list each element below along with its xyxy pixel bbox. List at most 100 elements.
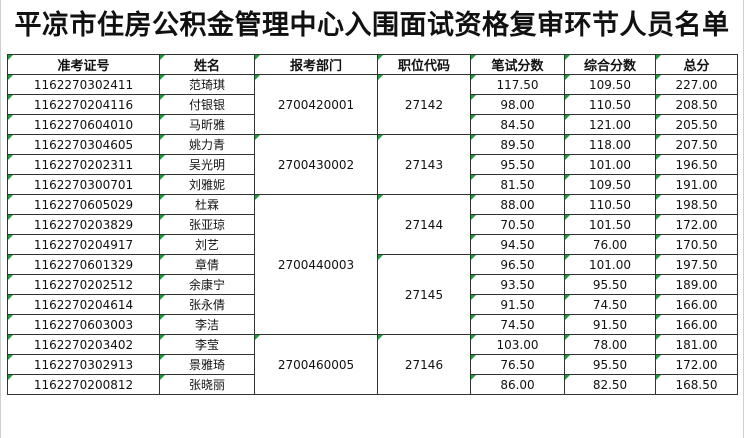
combined-score-cell: 74.50 bbox=[564, 294, 656, 315]
name-cell: 张永倩 bbox=[159, 294, 255, 315]
exam-id-cell: 1162270202311 bbox=[7, 154, 160, 175]
name-cell: 刘艺 bbox=[159, 234, 255, 255]
candidate-table: 准考证号 姓名 报考部门 职位代码 笔试分数 综合分数 总分 116227030… bbox=[7, 54, 738, 395]
written-score-cell: 94.50 bbox=[470, 234, 565, 255]
name-cell: 吴光明 bbox=[159, 154, 255, 175]
exam-id-cell: 1162270204614 bbox=[7, 294, 160, 315]
exam-id-cell: 1162270604010 bbox=[7, 114, 160, 135]
exam-id-cell: 1162270605029 bbox=[7, 194, 160, 215]
header-position-code: 职位代码 bbox=[377, 54, 471, 75]
table-row: 1162270202311 吴光明 95.50 101.00 196.50 bbox=[7, 154, 738, 175]
written-score-cell: 81.50 bbox=[470, 174, 565, 195]
exam-id-cell: 1162270204116 bbox=[7, 94, 160, 115]
exam-id-cell: 1162270203829 bbox=[7, 214, 160, 235]
written-score-cell: 89.50 bbox=[470, 134, 565, 155]
position-code-cell: 27143 bbox=[377, 134, 471, 195]
exam-id-cell: 1162270202512 bbox=[7, 274, 160, 295]
combined-score-cell: 109.50 bbox=[564, 74, 656, 95]
department-cell: 2700460005 bbox=[254, 334, 378, 395]
total-score-cell: 172.00 bbox=[655, 214, 738, 235]
exam-id-cell: 1162270302411 bbox=[7, 74, 160, 95]
position-code-cell: 27145 bbox=[377, 254, 471, 335]
table-row: 1162270204614 张永倩 91.50 74.50 166.00 bbox=[7, 294, 738, 315]
header-combined-score: 综合分数 bbox=[564, 54, 656, 75]
header-row: 准考证号 姓名 报考部门 职位代码 笔试分数 综合分数 总分 bbox=[7, 54, 738, 75]
total-score-cell: 172.00 bbox=[655, 354, 738, 375]
table-row: 1162270605029 杜霖 2700440003 27144 88.00 … bbox=[7, 194, 738, 335]
name-cell: 杜霖 bbox=[159, 194, 255, 215]
combined-score-cell: 101.00 bbox=[564, 254, 656, 275]
department-cell: 2700420001 bbox=[254, 74, 378, 135]
candidate-table-container: 准考证号 姓名 报考部门 职位代码 笔试分数 综合分数 总分 116227030… bbox=[7, 54, 738, 429]
name-cell: 李洁 bbox=[159, 314, 255, 335]
table-row: 1162270203829 张亚琼 70.50 101.50 172.00 bbox=[7, 214, 738, 235]
total-score-cell: 205.50 bbox=[655, 114, 738, 135]
written-score-cell: 88.00 bbox=[470, 194, 565, 215]
table-row: 1162270204116 付银银 98.00 110.50 208.50 bbox=[7, 94, 738, 115]
written-score-cell: 95.50 bbox=[470, 154, 565, 175]
combined-score-cell: 109.50 bbox=[564, 174, 656, 195]
table-row: 1162270601329 章倩 27145 96.50 101.00 197.… bbox=[7, 254, 738, 335]
name-cell: 刘雅妮 bbox=[159, 174, 255, 195]
exam-id-cell: 1162270603003 bbox=[7, 314, 160, 335]
name-cell: 张亚琼 bbox=[159, 214, 255, 235]
combined-score-cell: 118.00 bbox=[564, 134, 656, 155]
table-row: 1162270302913 景雅琦 76.50 95.50 172.00 bbox=[7, 354, 738, 375]
header-exam-id: 准考证号 bbox=[7, 54, 160, 75]
total-score-cell: 166.00 bbox=[655, 314, 738, 335]
name-cell: 景雅琦 bbox=[159, 354, 255, 375]
name-cell: 付银银 bbox=[159, 94, 255, 115]
department-cell: 2700430002 bbox=[254, 134, 378, 195]
written-score-cell: 86.00 bbox=[470, 374, 565, 395]
combined-score-cell: 110.50 bbox=[564, 94, 656, 115]
total-score-cell: 166.00 bbox=[655, 294, 738, 315]
written-score-cell: 84.50 bbox=[470, 114, 565, 135]
exam-id-cell: 1162270304605 bbox=[7, 134, 160, 155]
total-score-cell: 197.50 bbox=[655, 254, 738, 275]
total-score-cell: 208.50 bbox=[655, 94, 738, 115]
position-code-cell: 27142 bbox=[377, 74, 471, 135]
header-written-score: 笔试分数 bbox=[470, 54, 565, 75]
combined-score-cell: 110.50 bbox=[564, 194, 656, 215]
name-cell: 李莹 bbox=[159, 334, 255, 355]
combined-score-cell: 95.50 bbox=[564, 354, 656, 375]
written-score-cell: 98.00 bbox=[470, 94, 565, 115]
written-score-cell: 91.50 bbox=[470, 294, 565, 315]
written-score-cell: 70.50 bbox=[470, 214, 565, 235]
table-row: 1162270304605 姚力青 2700430002 27143 89.50… bbox=[7, 134, 738, 195]
name-cell: 章倩 bbox=[159, 254, 255, 275]
total-score-cell: 181.00 bbox=[655, 334, 738, 355]
position-code-cell: 27146 bbox=[377, 334, 471, 395]
header-total-score: 总分 bbox=[655, 54, 738, 75]
table-row: 1162270203402 李莹 2700460005 27146 103.00… bbox=[7, 334, 738, 395]
exam-id-cell: 1162270302913 bbox=[7, 354, 160, 375]
exam-id-cell: 1162270204917 bbox=[7, 234, 160, 255]
combined-score-cell: 121.00 bbox=[564, 114, 656, 135]
written-score-cell: 74.50 bbox=[470, 314, 565, 335]
total-score-cell: 191.00 bbox=[655, 174, 738, 195]
total-score-cell: 168.50 bbox=[655, 374, 738, 395]
total-score-cell: 189.00 bbox=[655, 274, 738, 295]
exam-id-cell: 1162270203402 bbox=[7, 334, 160, 355]
combined-score-cell: 91.50 bbox=[564, 314, 656, 335]
total-score-cell: 196.50 bbox=[655, 154, 738, 175]
combined-score-cell: 78.00 bbox=[564, 334, 656, 355]
page-title: 平凉市住房公积金管理中心入围面试资格复审环节人员名单 bbox=[14, 9, 730, 41]
header-name: 姓名 bbox=[159, 54, 255, 75]
written-score-cell: 96.50 bbox=[470, 254, 565, 275]
table-row: 1162270200812 张晓丽 86.00 82.50 168.50 bbox=[7, 374, 738, 395]
name-cell: 姚力青 bbox=[159, 134, 255, 155]
exam-id-cell: 1162270601329 bbox=[7, 254, 160, 275]
combined-score-cell: 76.00 bbox=[564, 234, 656, 255]
total-score-cell: 207.50 bbox=[655, 134, 738, 155]
exam-id-cell: 1162270200812 bbox=[7, 374, 160, 395]
name-cell: 张晓丽 bbox=[159, 374, 255, 395]
total-score-cell: 170.50 bbox=[655, 234, 738, 255]
table-row: 1162270302411 范琦琪 2700420001 27142 117.5… bbox=[7, 74, 738, 135]
position-code-cell: 27144 bbox=[377, 194, 471, 255]
total-score-cell: 227.00 bbox=[655, 74, 738, 95]
name-cell: 马昕雅 bbox=[159, 114, 255, 135]
total-score-cell: 198.50 bbox=[655, 194, 738, 215]
header-department: 报考部门 bbox=[254, 54, 378, 75]
name-cell: 余康宁 bbox=[159, 274, 255, 295]
